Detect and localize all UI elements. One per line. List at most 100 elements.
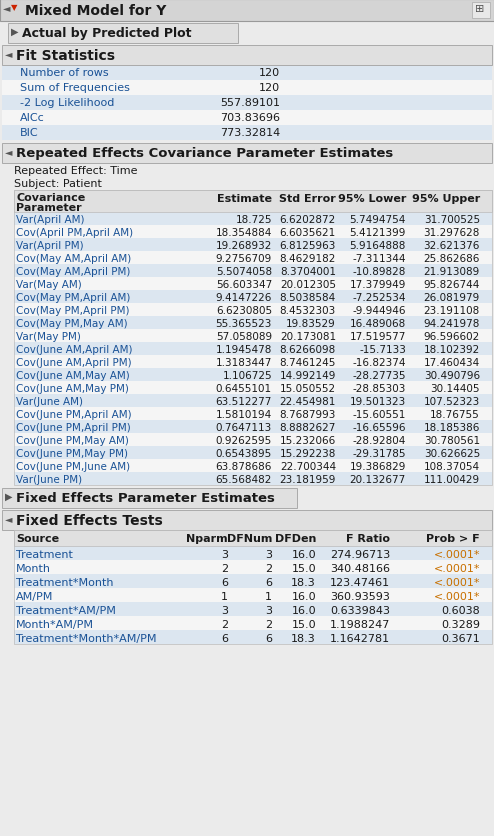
Text: 30.14405: 30.14405 [430, 384, 480, 394]
Text: ◄: ◄ [5, 513, 12, 523]
Text: 30.626625: 30.626625 [424, 448, 480, 458]
Text: <.0001*: <.0001* [434, 563, 480, 573]
Text: Var(May AM): Var(May AM) [16, 280, 82, 289]
Bar [8, 24, 238, 44]
Text: Treatment*Month: Treatment*Month [16, 578, 114, 588]
Text: Var(May PM): Var(May PM) [16, 332, 81, 342]
Text: 6: 6 [221, 578, 228, 588]
Text: 1.3183447: 1.3183447 [215, 358, 272, 368]
Bar [14, 226, 492, 239]
Text: 20.132677: 20.132677 [350, 475, 406, 484]
Text: 32.621376: 32.621376 [424, 241, 480, 251]
Text: 8.8882627: 8.8882627 [280, 422, 336, 432]
Text: 23.181959: 23.181959 [280, 475, 336, 484]
Text: 3: 3 [221, 549, 228, 559]
Text: 8.4629182: 8.4629182 [280, 253, 336, 263]
Text: 15.0: 15.0 [291, 619, 316, 630]
Text: 18.354884: 18.354884 [215, 227, 272, 237]
Text: 57.058089: 57.058089 [216, 332, 272, 342]
Text: -16.65596: -16.65596 [353, 422, 406, 432]
Text: Cov(June PM,May AM): Cov(June PM,May AM) [16, 436, 129, 446]
Text: 31.700525: 31.700525 [424, 215, 480, 225]
Text: 2: 2 [221, 619, 228, 630]
Text: Nparm: Nparm [186, 533, 228, 543]
Text: Cov(June PM,June AM): Cov(June PM,June AM) [16, 461, 130, 472]
Text: 0.6038: 0.6038 [441, 605, 480, 615]
Bar [14, 191, 492, 212]
Text: Cov(June AM,May PM): Cov(June AM,May PM) [16, 384, 129, 394]
Bar [2, 488, 297, 508]
Bar [14, 407, 492, 421]
Text: BIC: BIC [20, 128, 39, 138]
Text: Cov(May AM,April AM): Cov(May AM,April AM) [16, 253, 131, 263]
Bar [14, 460, 492, 472]
Bar [2, 46, 492, 66]
Text: 26.081979: 26.081979 [424, 293, 480, 303]
Text: 8.5038584: 8.5038584 [280, 293, 336, 303]
Text: -9.944946: -9.944946 [353, 306, 406, 316]
Text: 18.76755: 18.76755 [430, 410, 480, 420]
Text: ◄: ◄ [5, 49, 12, 59]
Bar [14, 369, 492, 381]
Text: Fixed Effects Parameter Estimates: Fixed Effects Parameter Estimates [16, 492, 275, 504]
Text: Var(April AM): Var(April AM) [16, 215, 84, 225]
Text: 8.7461245: 8.7461245 [280, 358, 336, 368]
Text: 19.268932: 19.268932 [215, 241, 272, 251]
Text: -10.89828: -10.89828 [353, 267, 406, 277]
Text: 0.9262595: 0.9262595 [216, 436, 272, 446]
Text: Treatment*Month*AM/PM: Treatment*Month*AM/PM [16, 633, 157, 643]
Text: 120: 120 [259, 83, 280, 93]
Text: 360.93593: 360.93593 [330, 591, 390, 601]
Text: 2: 2 [265, 563, 272, 573]
Text: Repeated Effects Covariance Parameter Estimates: Repeated Effects Covariance Parameter Es… [16, 147, 393, 160]
Text: Cov(May AM,April PM): Cov(May AM,April PM) [16, 267, 130, 277]
Bar [14, 574, 492, 589]
Text: 30.780561: 30.780561 [424, 436, 480, 446]
Text: Treatment: Treatment [16, 549, 73, 559]
Text: 17.519577: 17.519577 [350, 332, 406, 342]
Text: -2 Log Likelihood: -2 Log Likelihood [20, 98, 115, 108]
Text: Covariance: Covariance [16, 193, 85, 203]
Text: Cov(April PM,April AM): Cov(April PM,April AM) [16, 227, 133, 237]
Bar [14, 472, 492, 486]
Text: 18.102392: 18.102392 [424, 344, 480, 354]
Text: DFNum: DFNum [227, 533, 272, 543]
Bar [14, 381, 492, 395]
Text: 96.596602: 96.596602 [424, 332, 480, 342]
Text: Number of rows: Number of rows [20, 68, 109, 78]
Bar [14, 446, 492, 460]
Text: 56.603347: 56.603347 [216, 280, 272, 289]
Text: 16.0: 16.0 [291, 549, 316, 559]
Bar [14, 395, 492, 407]
Text: 6.6202872: 6.6202872 [280, 215, 336, 225]
Text: 22.700344: 22.700344 [280, 461, 336, 472]
Text: 16.489068: 16.489068 [350, 319, 406, 329]
Text: ◄: ◄ [3, 3, 10, 13]
Text: 17.460434: 17.460434 [424, 358, 480, 368]
Text: Source: Source [16, 533, 59, 543]
Bar [14, 355, 492, 369]
Text: ▶: ▶ [11, 27, 18, 37]
Text: 340.48166: 340.48166 [330, 563, 390, 573]
Bar [14, 329, 492, 343]
Text: -15.60551: -15.60551 [353, 410, 406, 420]
Text: Prob > F: Prob > F [426, 533, 480, 543]
Text: 19.501323: 19.501323 [350, 396, 406, 406]
Text: Repeated Effect: Time: Repeated Effect: Time [14, 166, 137, 176]
Text: 16.0: 16.0 [291, 605, 316, 615]
Text: 6: 6 [265, 578, 272, 588]
Text: 31.297628: 31.297628 [424, 227, 480, 237]
Bar [2, 511, 492, 530]
Text: -7.252534: -7.252534 [353, 293, 406, 303]
Bar [2, 111, 492, 126]
Text: 25.862686: 25.862686 [424, 253, 480, 263]
Text: ◄: ◄ [5, 147, 12, 157]
Text: Var(June PM): Var(June PM) [16, 475, 82, 484]
Text: 6.6230805: 6.6230805 [216, 306, 272, 316]
Text: 3: 3 [265, 605, 272, 615]
Text: 55.365523: 55.365523 [215, 319, 272, 329]
Text: AM/PM: AM/PM [16, 591, 53, 601]
Bar [14, 278, 492, 291]
Text: ▶: ▶ [5, 492, 12, 502]
Text: 2: 2 [221, 563, 228, 573]
